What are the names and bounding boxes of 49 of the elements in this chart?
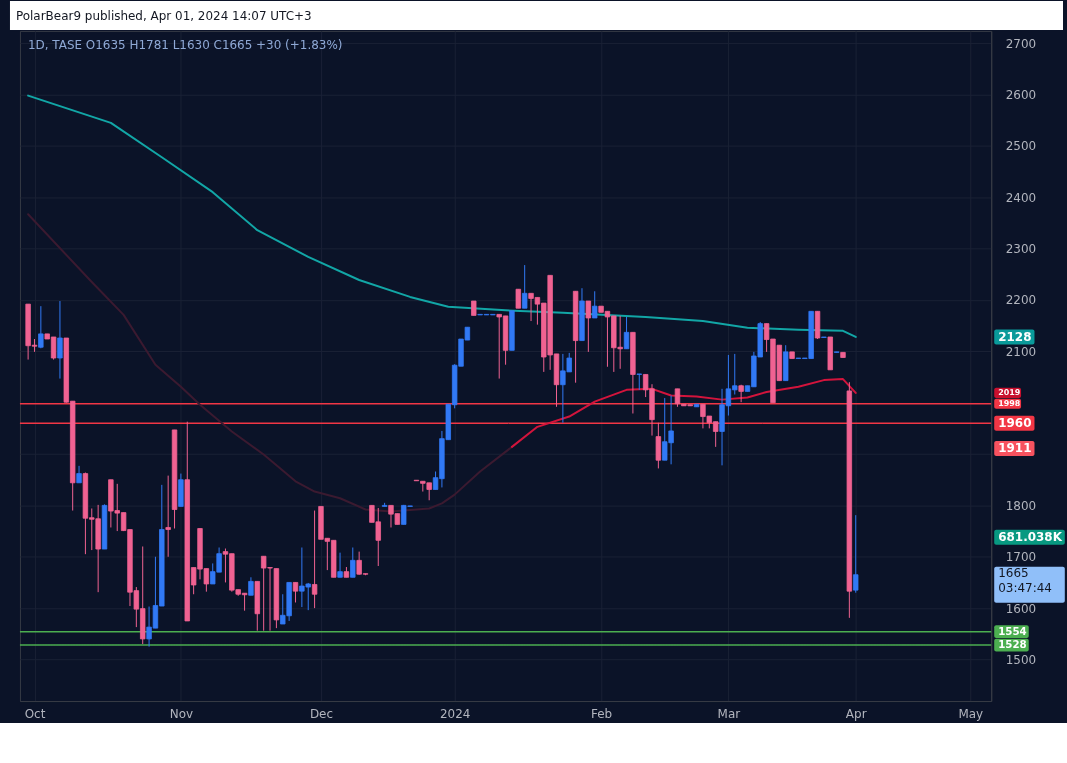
x-tick-label: 2024 xyxy=(439,707,471,722)
candlestick xyxy=(57,300,63,380)
candlestick xyxy=(853,514,859,594)
chart-subtitle: PolarBear9 published, Apr 01, 2024 14:07 UTC+3 xyxy=(15,8,312,23)
ref-line-label: 1960 xyxy=(998,416,1032,431)
candlestick xyxy=(337,552,343,578)
text: 1665 03:47:44 xyxy=(998,565,1052,595)
text: 681.038K xyxy=(998,530,1063,545)
annotation: 1911 xyxy=(998,441,1032,456)
x-tick-label: Dec xyxy=(309,707,334,722)
candlestick xyxy=(738,384,744,403)
ref-line-label: 1554 xyxy=(998,624,1027,637)
ref-line-label: 1998 xyxy=(998,398,1021,408)
y-tick-label: 2600 xyxy=(1005,88,1037,103)
x-tick-label: Feb xyxy=(590,707,613,722)
y-tick-label: 2200 xyxy=(1005,293,1037,308)
x-tick-label: Nov xyxy=(169,707,194,722)
candlestick xyxy=(623,316,630,350)
candlestick xyxy=(292,581,299,603)
y-tick-label: 2700 xyxy=(1005,36,1037,51)
candlestick xyxy=(311,510,318,609)
candlestick xyxy=(165,475,171,558)
y-tick-label: 2400 xyxy=(1005,190,1037,205)
y-tick-label: 1700 xyxy=(1005,550,1037,565)
y-tick-label: 2500 xyxy=(1005,139,1037,154)
candlestick xyxy=(592,290,598,319)
x-tick-label: Oct xyxy=(24,707,46,722)
annotation: 2019 xyxy=(998,387,1021,397)
candlestick xyxy=(515,288,521,309)
x-tick-label: Apr xyxy=(845,707,867,722)
line-series xyxy=(27,213,513,513)
candlestick xyxy=(38,305,44,349)
y-tick-label: 2300 xyxy=(1005,242,1037,257)
candlestick xyxy=(350,547,356,578)
y-tick-label: 1600 xyxy=(1005,601,1037,616)
y-tick-label: 1800 xyxy=(1005,498,1037,513)
candlestick xyxy=(585,300,592,353)
candlestick xyxy=(655,422,662,469)
candlestick xyxy=(521,264,528,309)
annotation: 2128 xyxy=(998,329,1032,344)
line-series xyxy=(510,378,857,448)
y-tick-label: 1500 xyxy=(1005,652,1037,667)
x-tick-label: May xyxy=(958,707,984,722)
ref-line-label: 1528 xyxy=(998,638,1027,651)
candlestick xyxy=(636,373,642,391)
y-tick-label: 2100 xyxy=(1005,344,1037,359)
line-series xyxy=(27,94,857,338)
text: 1D, TASE O1635 H1781 L1630 C1665 +30 (+1.83%) xyxy=(27,37,343,52)
x-tick-label: Mar xyxy=(717,707,741,722)
